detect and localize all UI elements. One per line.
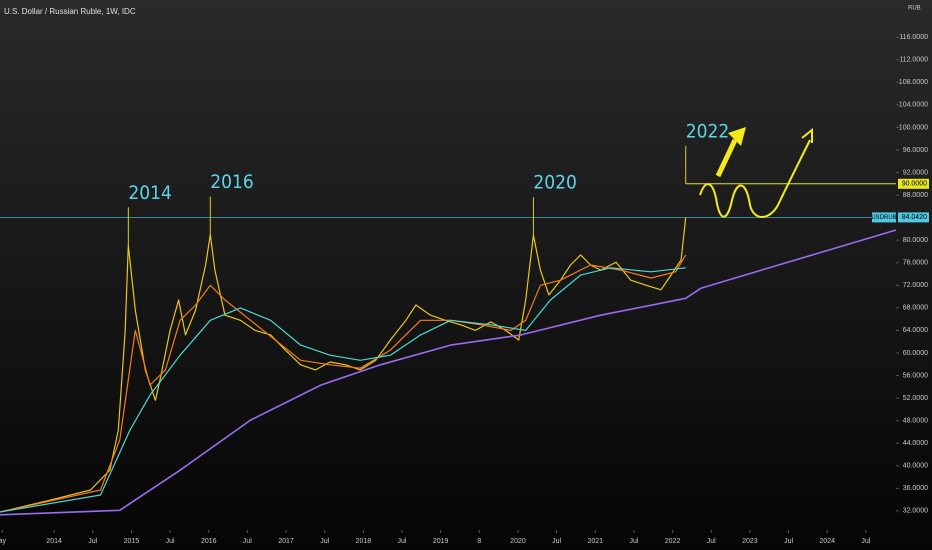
y-tick-label: 116.0000 bbox=[899, 34, 928, 41]
y-tick-label: 104.0000 bbox=[899, 102, 928, 109]
y-tick-label: 96.0000 bbox=[903, 147, 928, 154]
level-label: 84.0420 bbox=[902, 214, 927, 221]
x-tick-label: Jul bbox=[629, 538, 638, 545]
annotation: 2022 bbox=[686, 120, 730, 142]
x-tick-label: Jul bbox=[552, 538, 561, 545]
x-tick-label: Jul bbox=[320, 538, 329, 545]
annotation: 2020 bbox=[533, 172, 577, 194]
x-tick-label: 2018 bbox=[356, 538, 372, 545]
x-tick-label: Jul bbox=[707, 538, 716, 545]
x-tick-label: 2016 bbox=[201, 538, 217, 545]
y-tick-label: 36.0000 bbox=[903, 485, 928, 492]
level-label: 90.0000 bbox=[902, 181, 927, 188]
x-tick-label: 2022 bbox=[665, 538, 681, 545]
y-tick-label: 32.0000 bbox=[903, 508, 928, 515]
x-tick-label: 2014 bbox=[46, 538, 62, 545]
x-tick-label: 2019 bbox=[433, 538, 449, 545]
y-tick-label: 100.0000 bbox=[899, 124, 928, 131]
y-tick-label: 92.0000 bbox=[903, 169, 928, 176]
price-line bbox=[0, 217, 687, 513]
x-tick-label: 8 bbox=[477, 538, 481, 545]
y-tick-label: 64.0000 bbox=[903, 327, 928, 334]
x-tick-label: Jul bbox=[398, 538, 407, 545]
y-tick-label: 108.0000 bbox=[899, 79, 928, 86]
level-name-box bbox=[872, 212, 896, 223]
y-tick-label: 68.0000 bbox=[903, 305, 928, 312]
x-tick-label: 2023 bbox=[742, 538, 758, 545]
annotation: 2016 bbox=[210, 171, 254, 193]
y-tick-label: 52.0000 bbox=[903, 395, 928, 402]
x-tick-label: Jul bbox=[861, 538, 870, 545]
y-tick-label: 44.0000 bbox=[903, 440, 928, 447]
y-tick-label: 76.0000 bbox=[903, 260, 928, 267]
arrow-head bbox=[728, 127, 746, 146]
x-tick-label: 2017 bbox=[278, 538, 294, 545]
y-tick-label: 72.0000 bbox=[903, 282, 928, 289]
wave-path bbox=[699, 139, 811, 218]
x-tick-label: Jul bbox=[243, 538, 252, 545]
arrow-up bbox=[715, 138, 738, 178]
moving-average bbox=[0, 254, 687, 513]
annotation: 2014 bbox=[128, 182, 172, 204]
x-tick-label: Jul bbox=[166, 538, 175, 545]
y-tick-label: 112.0000 bbox=[899, 57, 928, 64]
x-tick-label: 2020 bbox=[510, 538, 526, 545]
level-name: USDRUB bbox=[871, 215, 896, 221]
level-label-box bbox=[898, 178, 929, 189]
y-tick-label: 60.0000 bbox=[903, 350, 928, 357]
y-tick-label: 40.0000 bbox=[903, 463, 928, 470]
y-tick-label: 56.0000 bbox=[903, 372, 928, 379]
x-tick-label: 2024 bbox=[819, 538, 835, 545]
y-tick-label: 80.0000 bbox=[903, 237, 928, 244]
moving-average bbox=[0, 267, 686, 513]
arrow-head bbox=[801, 127, 813, 143]
axis-unit: RUB bbox=[908, 6, 921, 12]
level-label-box bbox=[898, 212, 929, 223]
x-tick-label: Jul bbox=[784, 538, 793, 545]
x-tick-label: ay bbox=[0, 538, 7, 545]
chart-title: U.S. Dollar / Russian Ruble, 1W, IDC bbox=[4, 7, 136, 16]
x-tick-label: 2015 bbox=[124, 538, 140, 545]
y-tick-label: 48.0000 bbox=[903, 417, 928, 424]
x-tick-label: 2021 bbox=[587, 538, 603, 545]
moving-average bbox=[0, 229, 897, 516]
y-tick-label: 88.0000 bbox=[903, 192, 928, 199]
x-tick-label: Jul bbox=[88, 538, 97, 545]
plot: 2014 2016 2020 2022 bbox=[0, 120, 897, 516]
